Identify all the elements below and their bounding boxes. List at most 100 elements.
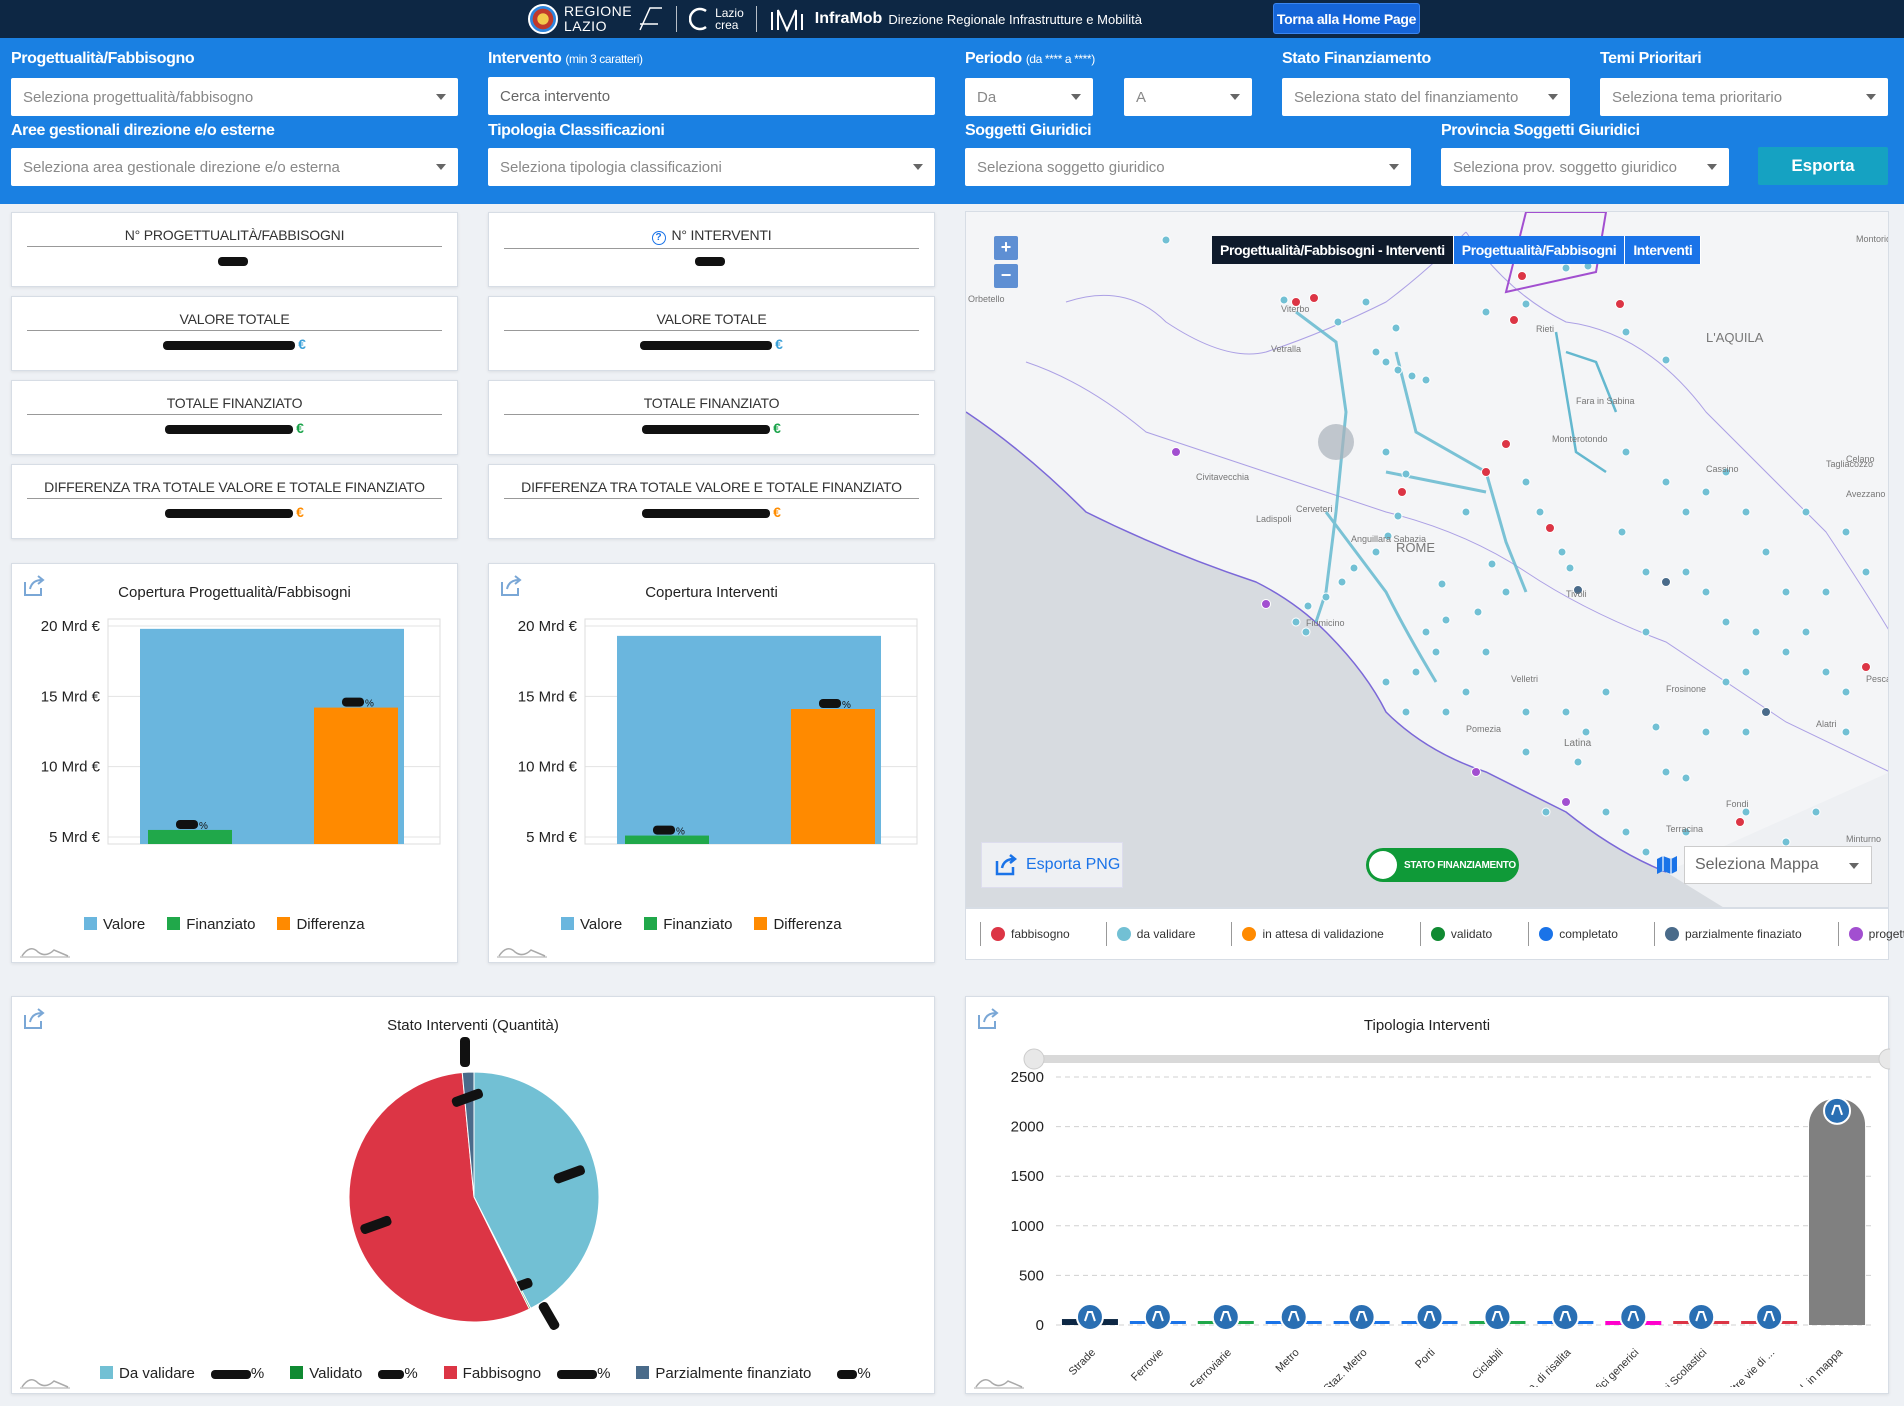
category-glyph-icon <box>1559 1311 1572 1322</box>
map-marker <box>1261 599 1271 609</box>
temi-prioritari-select[interactable]: Seleziona tema prioritario <box>1600 78 1888 116</box>
pie-slice-da-validare <box>473 1071 600 1310</box>
map-marker <box>1701 587 1711 597</box>
map-place-label: Latina <box>1564 738 1592 749</box>
legend-item[interactable]: Finanziato <box>644 916 732 933</box>
category-icon <box>1075 1303 1104 1331</box>
map-marker <box>1651 722 1661 732</box>
toggle-label: STATO FINANZIAMENTO <box>1404 859 1516 871</box>
kpi-title: VALORE TOTALE <box>504 311 919 331</box>
bar-differenza <box>791 709 875 844</box>
legend-dot <box>991 927 1005 941</box>
map-panel[interactable]: L'AQUILA ROME Latina Frosinone Rieti Viterbo C… <box>965 211 1889 908</box>
legend-item[interactable]: Da validare% <box>100 1365 264 1382</box>
redacted-data-label <box>653 825 675 835</box>
map-marker <box>1621 447 1631 457</box>
zoom-slider-track[interactable] <box>1032 1055 1889 1063</box>
tipologia-select[interactable]: Seleziona tipologia classificazioni <box>488 148 935 186</box>
legend-item[interactable]: Valore <box>561 916 622 933</box>
zoom-slider-handle-left[interactable] <box>1023 1048 1045 1070</box>
map-place-label: Fara in Sabina <box>1576 396 1635 406</box>
map-marker <box>1641 847 1651 857</box>
map-marker <box>1301 627 1311 637</box>
bar-differenza <box>314 707 398 844</box>
category-glyph-icon <box>1151 1311 1164 1322</box>
percent-label: % <box>199 821 208 832</box>
home-page-button[interactable]: Torna alla Home Page <box>1273 3 1420 34</box>
map-marker <box>1517 271 1527 281</box>
map-legend-item-completato[interactable]: completato <box>1528 922 1628 946</box>
share-icon[interactable] <box>499 574 525 598</box>
legend-item[interactable]: Parzialmente finanziato% <box>636 1365 871 1382</box>
tab-progettualita-interventi[interactable]: Progettualità/Fabbisogni - Interventi <box>1212 236 1454 264</box>
map-marker <box>1821 587 1831 597</box>
tab-progettualita[interactable]: Progettualità/Fabbisogni <box>1453 236 1626 264</box>
legend-label: completato <box>1559 927 1618 941</box>
map-marker <box>1861 567 1871 577</box>
map-marker <box>1615 299 1625 309</box>
map-legend-item-progetto[interactable]: progetto <box>1837 922 1904 946</box>
legend-label: Finanziato <box>663 916 733 933</box>
map-marker <box>1541 807 1551 817</box>
kpi-card: DIFFERENZA TRA TOTALE VALORE E TOTALE FI… <box>11 464 458 539</box>
seleziona-mappa-select[interactable]: Seleziona Mappa <box>1684 846 1872 884</box>
map-marker <box>1171 447 1181 457</box>
redacted-data-label <box>342 697 364 707</box>
map-marker <box>1721 617 1731 627</box>
map-marker <box>1581 727 1591 737</box>
soggetti-select[interactable]: Seleziona soggetto giuridico <box>965 148 1411 186</box>
legend-item[interactable]: Fabbisogno% <box>443 1365 610 1382</box>
currency-symbol: € <box>773 504 781 520</box>
redacted-value <box>218 256 248 266</box>
kpi-value: € <box>489 336 934 352</box>
aree-gestionali-select[interactable]: Seleziona area gestionale direzione e/o … <box>11 148 458 186</box>
intervento-search-input[interactable]: Cerca intervento <box>488 77 935 115</box>
y-tick-label: 1000 <box>1011 1218 1044 1235</box>
stato-finanziamento-toggle[interactable]: STATO FINANZIAMENTO <box>1366 848 1519 882</box>
map-markers <box>1161 235 1871 857</box>
share-icon[interactable] <box>976 1007 1002 1031</box>
progettualita-select[interactable]: Seleziona progettualità/fabbisogno <box>11 78 458 116</box>
map-place-label: Fondi <box>1726 799 1749 809</box>
map-marker <box>1741 807 1751 817</box>
help-icon[interactable]: ? <box>651 231 666 245</box>
provincia-select[interactable]: Seleziona prov. soggetto giuridico <box>1441 148 1729 186</box>
map-legend-item-da-validare[interactable]: da validare <box>1105 922 1206 946</box>
map-marker <box>1279 295 1289 305</box>
legend-item[interactable]: Validato% <box>290 1365 418 1382</box>
zoom-slider-handle-right[interactable] <box>1878 1048 1890 1070</box>
redacted-value <box>165 424 294 434</box>
legend-item[interactable]: Differenza <box>754 916 842 933</box>
legend-item[interactable]: Differenza <box>277 916 365 933</box>
map-legend-item-fabbisogno[interactable]: fabbisogno <box>980 922 1080 946</box>
chevron-down-icon <box>436 94 446 100</box>
map-legend-item-validato[interactable]: validato <box>1419 922 1502 946</box>
zoom-out-button[interactable]: − <box>994 264 1018 288</box>
map-marker <box>1781 587 1791 597</box>
periodo-to-select[interactable]: A <box>1124 78 1252 116</box>
map-place-label: Pescasseroli <box>1866 674 1889 684</box>
map-legend-item-parzialmente-finaziato[interactable]: parzialmente finaziato <box>1653 922 1812 946</box>
tab-interventi[interactable]: Interventi <box>1625 236 1702 264</box>
zoom-in-button[interactable]: + <box>994 236 1018 260</box>
legend-label: Da validare <box>119 1365 195 1382</box>
chart-card-progettualita: Copertura Progettualità/Fabbisogni 5 Mrd… <box>11 563 458 963</box>
kpi-title-text: N° PROGETTUALITÀ/FABBISOGNI <box>124 227 345 243</box>
category-icon <box>1619 1303 1648 1331</box>
x-tick-label: Ferrovie <box>1129 1347 1166 1384</box>
stato-finanziamento-select[interactable]: Seleziona stato del finanziamento <box>1282 78 1570 116</box>
map-marker <box>1481 647 1491 657</box>
share-icon[interactable] <box>22 1007 48 1031</box>
periodo-from-select[interactable]: Da <box>965 78 1093 116</box>
redacted-pie-label <box>538 1301 560 1331</box>
legend-item[interactable]: Finanziato <box>167 916 255 933</box>
map-marker <box>1721 467 1731 477</box>
currency-symbol: € <box>775 336 783 352</box>
legend-label: Valore <box>580 916 623 933</box>
esporta-button[interactable]: Esporta <box>1758 147 1888 185</box>
map-legend-item-in-attesa-di-validazione[interactable]: in attesa di validazione <box>1231 922 1393 946</box>
legend-item[interactable]: Valore <box>84 916 145 933</box>
esporta-png-button[interactable]: Esporta PNG <box>981 842 1123 888</box>
redacted-pie-label <box>553 1165 585 1184</box>
share-icon[interactable] <box>22 574 48 598</box>
